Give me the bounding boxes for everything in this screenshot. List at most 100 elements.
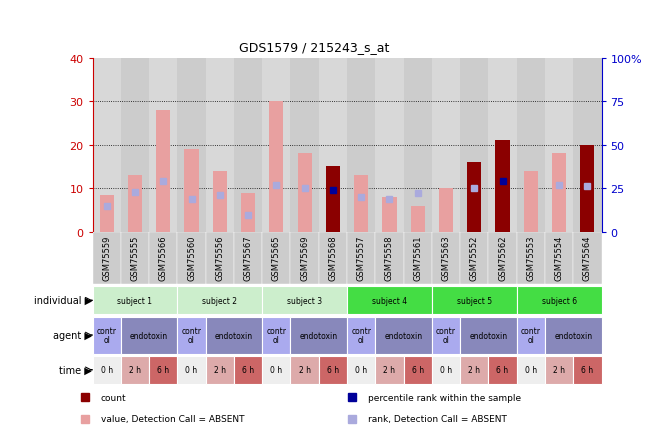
Bar [375, 232, 404, 284]
Bar [488, 356, 517, 384]
Bar [177, 59, 206, 232]
Bar [262, 59, 290, 232]
Text: contr
ol: contr ol [521, 327, 541, 344]
Text: individual ▶: individual ▶ [34, 296, 92, 306]
Bar [432, 286, 517, 315]
Text: GSM75556: GSM75556 [215, 235, 224, 280]
Text: GSM75565: GSM75565 [272, 235, 281, 280]
Bar [573, 232, 602, 284]
Bar [262, 286, 347, 315]
Text: 6 h: 6 h [327, 365, 339, 375]
Text: subject 6: subject 6 [541, 296, 576, 305]
Bar [432, 232, 460, 284]
Bar [262, 356, 290, 384]
Bar [404, 59, 432, 232]
Bar [573, 59, 602, 232]
Text: subject 3: subject 3 [287, 296, 322, 305]
Bar [213, 171, 227, 232]
Bar [93, 286, 177, 315]
Bar [460, 317, 517, 354]
Bar [234, 356, 262, 384]
Text: contr
ol: contr ol [266, 327, 286, 344]
Bar [93, 232, 121, 284]
Bar [290, 59, 319, 232]
Bar [496, 141, 510, 232]
Bar [206, 356, 234, 384]
Bar [269, 102, 284, 232]
Bar [121, 317, 177, 354]
Text: contr
ol: contr ol [182, 327, 202, 344]
Bar [128, 176, 142, 232]
Bar [93, 317, 121, 354]
Text: GSM75564: GSM75564 [583, 235, 592, 280]
Bar [545, 317, 602, 354]
Text: 2 h: 2 h [129, 365, 141, 375]
Text: 0 h: 0 h [270, 365, 282, 375]
Text: rank, Detection Call = ABSENT: rank, Detection Call = ABSENT [368, 414, 507, 423]
Bar [404, 232, 432, 284]
Bar [545, 232, 573, 284]
Text: contr
ol: contr ol [97, 327, 117, 344]
Text: GSM75568: GSM75568 [329, 235, 337, 280]
Bar [517, 59, 545, 232]
Bar [432, 317, 460, 354]
Text: endotoxin: endotoxin [385, 331, 422, 340]
Text: endotoxin: endotoxin [130, 331, 168, 340]
Bar [290, 356, 319, 384]
Bar [432, 356, 460, 384]
Bar [297, 154, 312, 232]
Text: 0 h: 0 h [186, 365, 198, 375]
Bar [410, 206, 425, 232]
Bar [326, 167, 340, 232]
Bar [517, 232, 545, 284]
Text: endotoxin: endotoxin [299, 331, 338, 340]
Text: GSM75561: GSM75561 [413, 235, 422, 280]
Text: GSM75558: GSM75558 [385, 235, 394, 280]
Bar [404, 356, 432, 384]
Text: agent ▶: agent ▶ [53, 330, 92, 340]
Text: GSM75560: GSM75560 [187, 235, 196, 280]
Text: GSM75553: GSM75553 [526, 235, 535, 280]
Bar [241, 193, 255, 232]
Bar [290, 232, 319, 284]
Text: 2 h: 2 h [214, 365, 226, 375]
Text: contr
ol: contr ol [436, 327, 456, 344]
Bar [545, 356, 573, 384]
Text: contr
ol: contr ol [351, 327, 371, 344]
Text: GSM75567: GSM75567 [243, 235, 253, 280]
Text: endotoxin: endotoxin [469, 331, 508, 340]
Text: GSM75552: GSM75552 [470, 235, 479, 280]
Bar [149, 356, 177, 384]
Bar [467, 163, 481, 232]
Bar [177, 232, 206, 284]
Text: 2 h: 2 h [299, 365, 311, 375]
Bar [375, 317, 432, 354]
Text: GSM75563: GSM75563 [442, 235, 451, 280]
Bar [319, 356, 347, 384]
Text: 0 h: 0 h [525, 365, 537, 375]
Bar [375, 356, 404, 384]
Bar [121, 232, 149, 284]
Bar [156, 111, 171, 232]
Bar [206, 317, 262, 354]
Text: 2 h: 2 h [383, 365, 395, 375]
Text: GSM75557: GSM75557 [357, 235, 366, 280]
Bar [524, 171, 538, 232]
Text: 2 h: 2 h [468, 365, 481, 375]
Bar [290, 317, 347, 354]
Bar [460, 356, 488, 384]
Bar [460, 232, 488, 284]
Text: percentile rank within the sample: percentile rank within the sample [368, 393, 522, 401]
Text: 6 h: 6 h [496, 365, 508, 375]
Text: 2 h: 2 h [553, 365, 565, 375]
Bar [488, 232, 517, 284]
Bar [347, 232, 375, 284]
Bar [354, 176, 368, 232]
Bar [206, 232, 234, 284]
Bar [234, 59, 262, 232]
Bar [573, 356, 602, 384]
Bar [177, 286, 262, 315]
Text: GSM75562: GSM75562 [498, 235, 507, 280]
Text: time ▶: time ▶ [59, 365, 92, 375]
Bar [234, 232, 262, 284]
